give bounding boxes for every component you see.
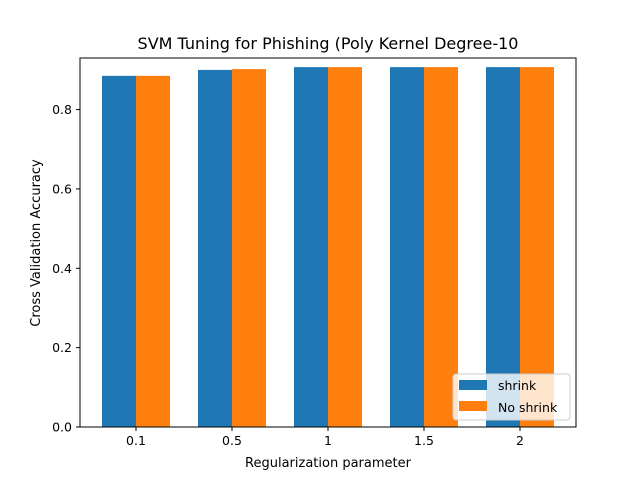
bar-shrink-1-5: [390, 67, 424, 428]
bar-no-shrink-1-5: [424, 67, 458, 428]
x-tick-label-0-5: 0.5: [222, 433, 242, 448]
legend-swatch-shrink: [459, 380, 487, 390]
x-axis-label: Regularization parameter: [245, 456, 412, 471]
bar-shrink-1: [294, 67, 328, 428]
x-tick-label-0-1: 0.1: [126, 433, 146, 448]
chart-title: SVM Tuning for Phishing (Poly Kernel Deg…: [138, 34, 519, 53]
bar-shrink-2: [486, 67, 520, 428]
y-tick-label-0-8: 0.8: [52, 102, 72, 117]
y-axis-ticks: 0.0 0.2 0.4 0.6 0.8: [52, 102, 80, 435]
x-axis-ticks: 0.1 0.5 1 1.5 2: [126, 427, 524, 448]
x-tick-label-2: 2: [516, 433, 524, 448]
legend-label-shrink: shrink: [498, 378, 537, 393]
bar-shrink-0-1: [102, 75, 136, 428]
y-tick-label-0-0: 0.0: [52, 420, 72, 435]
x-tick-label-1-5: 1.5: [414, 433, 434, 448]
y-axis-label: Cross Validation Accuracy: [29, 159, 44, 327]
legend: shrink No shrink: [452, 373, 571, 421]
x-tick-label-1: 1: [324, 433, 332, 448]
y-tick-label-0-6: 0.6: [52, 181, 72, 196]
bar-no-shrink-0-5: [232, 69, 266, 427]
y-tick-label-0-2: 0.2: [52, 340, 72, 355]
bar-shrink-0-5: [198, 69, 232, 427]
bars-group: [102, 67, 554, 428]
bar-no-shrink-2: [520, 67, 554, 428]
legend-swatch-no-shrink: [459, 401, 487, 411]
bar-no-shrink-1: [328, 67, 362, 428]
legend-label-no-shrink: No shrink: [498, 400, 558, 415]
plot-frame: [79, 57, 577, 428]
bar-no-shrink-0-1: [136, 75, 170, 428]
y-tick-label-0-4: 0.4: [52, 261, 72, 276]
